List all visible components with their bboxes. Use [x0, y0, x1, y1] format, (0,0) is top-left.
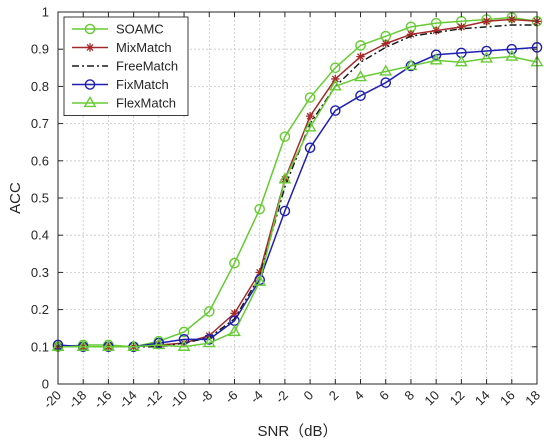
- y-tick-label: 1: [42, 5, 49, 20]
- data-point: [328, 79, 342, 91]
- series-flexmatch: [51, 49, 544, 351]
- data-point: [152, 337, 166, 350]
- legend-label: FixMatch: [116, 77, 169, 92]
- data-point: [355, 90, 366, 101]
- data-point: [279, 205, 291, 217]
- data-point: [330, 62, 341, 74]
- data-point: [354, 70, 367, 82]
- y-tick-label: 0.7: [31, 116, 49, 131]
- series-layer: [51, 12, 544, 353]
- legend-box: [63, 16, 189, 116]
- y-tick-label: 0: [42, 377, 49, 392]
- data-point: [230, 309, 239, 318]
- data-point: [279, 131, 291, 142]
- y-tick-label: 0.6: [31, 153, 49, 168]
- data-point: [457, 22, 466, 32]
- series-line: [58, 55, 538, 348]
- data-point: [304, 92, 316, 103]
- data-point: [177, 339, 191, 351]
- data-point: [278, 172, 292, 184]
- y-tick-label: 0.2: [31, 302, 49, 317]
- legend: SOAMC MixMatch FreeMatch FixMatch FlexMatch: [63, 16, 189, 116]
- y-axis-title: ACC: [7, 182, 24, 214]
- data-point: [379, 64, 393, 76]
- data-point: [480, 51, 493, 63]
- data-point: [102, 339, 115, 351]
- data-point: [178, 326, 190, 338]
- data-point: [202, 336, 216, 348]
- data-point: [431, 26, 441, 35]
- data-point: [83, 95, 97, 108]
- data-point: [330, 105, 341, 116]
- y-tick-label: 0.1: [31, 339, 49, 354]
- data-point: [84, 79, 96, 90]
- y-tick-label: 0.8: [31, 79, 49, 94]
- y-axis: 0 0.1 0.2 0.3 0.4 0.5 0.6 0.7 0.8 0.9 1: [31, 5, 537, 392]
- data-point: [203, 334, 215, 345]
- data-point: [84, 23, 96, 35]
- data-point: [253, 274, 267, 286]
- data-point: [229, 257, 240, 269]
- data-point: [304, 142, 316, 154]
- data-point: [254, 203, 265, 215]
- legend-label: SOAMC: [116, 22, 164, 37]
- y-tick-label: 0.9: [31, 42, 49, 57]
- data-point: [355, 40, 366, 51]
- data-point: [303, 120, 317, 132]
- y-tick-label: 0.5: [31, 191, 49, 206]
- data-point: [331, 74, 340, 84]
- data-point: [127, 339, 141, 351]
- data-point: [178, 334, 190, 345]
- y-tick-label: 0.4: [31, 228, 49, 243]
- data-point: [380, 77, 392, 88]
- data-point: [76, 339, 90, 351]
- data-point: [482, 17, 491, 26]
- data-point: [356, 52, 365, 61]
- legend-label: FlexMatch: [116, 96, 176, 111]
- data-point: [430, 49, 442, 61]
- data-point: [429, 53, 443, 65]
- x-axis-title: SNR（dB）: [257, 423, 337, 440]
- data-point: [505, 49, 519, 61]
- data-point: [305, 111, 315, 121]
- data-point: [85, 43, 95, 52]
- data-point: [506, 43, 518, 55]
- y-tick-label: 0.3: [31, 265, 49, 280]
- data-point: [404, 58, 418, 71]
- data-point: [481, 45, 492, 57]
- x-axis: -20 -18 -16 -14 -12 -10 -8 -6 -4 -2 0 2 4 6 8 10 12 14 16 1…: [40, 12, 543, 411]
- data-point: [454, 55, 468, 67]
- data-point: [203, 306, 215, 317]
- legend-label: MixMatch: [116, 40, 172, 55]
- data-point: [228, 324, 241, 337]
- legend-label: FreeMatch: [116, 59, 178, 74]
